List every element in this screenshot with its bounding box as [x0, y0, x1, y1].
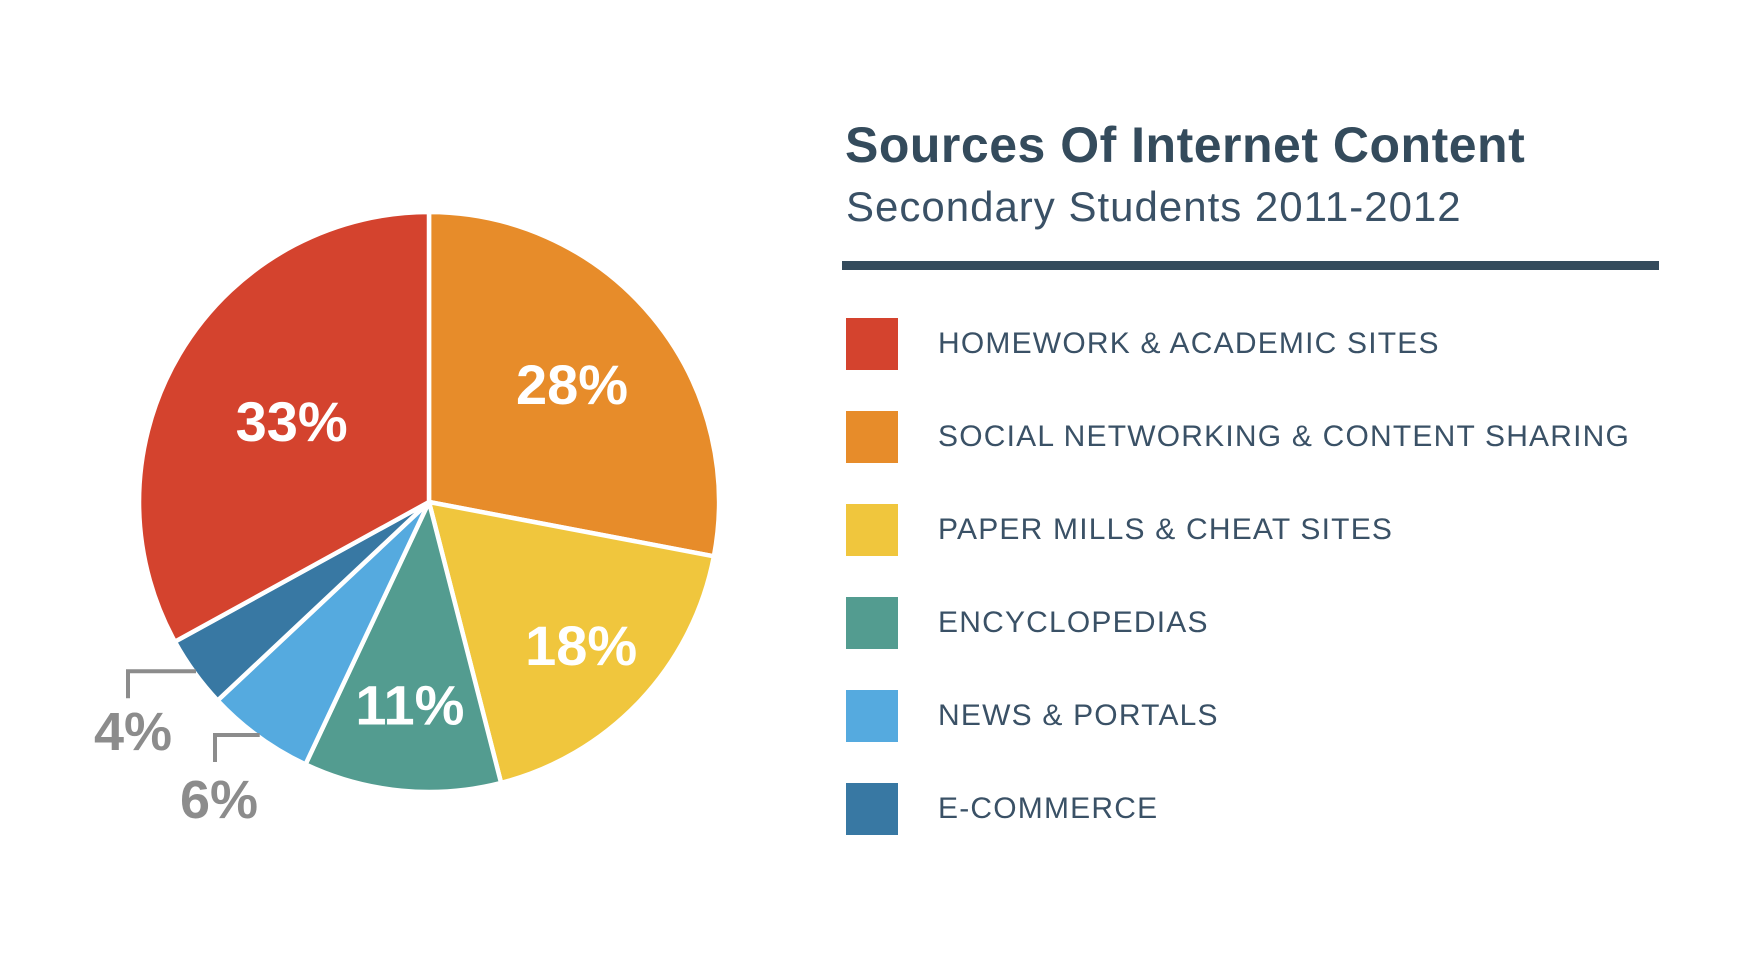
legend-color-swatch	[846, 504, 898, 556]
legend-color-swatch	[846, 690, 898, 742]
page-subtitle: Secondary Students 2011-2012	[846, 183, 1462, 230]
pie-slice-homework-academic-sites	[136, 209, 432, 644]
legend-item: NEWS & PORTALS	[846, 690, 1630, 742]
legend-item: PAPER MILLS & CHEAT SITES	[846, 504, 1630, 556]
legend-label: ENCYCLOPEDIAS	[938, 606, 1209, 639]
legend-item: SOCIAL NETWORKING & CONTENT SHARING	[846, 411, 1630, 463]
slice-percentage-label: 33%	[236, 390, 348, 453]
legend-color-swatch	[846, 411, 898, 463]
legend-item: HOMEWORK & ACADEMIC SITES	[846, 318, 1630, 370]
legend-label: SOCIAL NETWORKING & CONTENT SHARING	[938, 420, 1631, 453]
legend-item: ENCYCLOPEDIAS	[846, 597, 1630, 649]
pie-slice-social-networking-content-sharing	[426, 209, 722, 559]
legend-item: E-COMMERCE	[846, 783, 1630, 835]
slice-percentage-label: 18%	[525, 614, 637, 677]
legend-label: PAPER MILLS & CHEAT SITES	[938, 513, 1394, 546]
legend: HOMEWORK & ACADEMIC SITES SOCIAL NETWORK…	[846, 318, 1630, 876]
legend-label: HOMEWORK & ACADEMIC SITES	[938, 327, 1440, 360]
slice-percentage-label: 11%	[355, 673, 464, 736]
legend-label: NEWS & PORTALS	[938, 699, 1219, 732]
legend-label: E-COMMERCE	[938, 792, 1159, 825]
legend-color-swatch	[846, 597, 898, 649]
callout-line	[213, 733, 260, 762]
pie-slice-paper-mills-cheat-sites	[426, 499, 717, 786]
slice-percentage-label: 28%	[516, 353, 628, 416]
pie-slice-encyclopedias	[303, 499, 504, 795]
legend-color-swatch	[846, 318, 898, 370]
legend-color-swatch	[846, 783, 898, 835]
page-title: Sources Of Internet Content	[845, 117, 1526, 173]
callout-line	[126, 669, 196, 699]
title-divider-rule	[842, 261, 1659, 270]
callout-percentage-label: 4%	[94, 702, 172, 762]
callout-percentage-label: 6%	[180, 770, 258, 830]
